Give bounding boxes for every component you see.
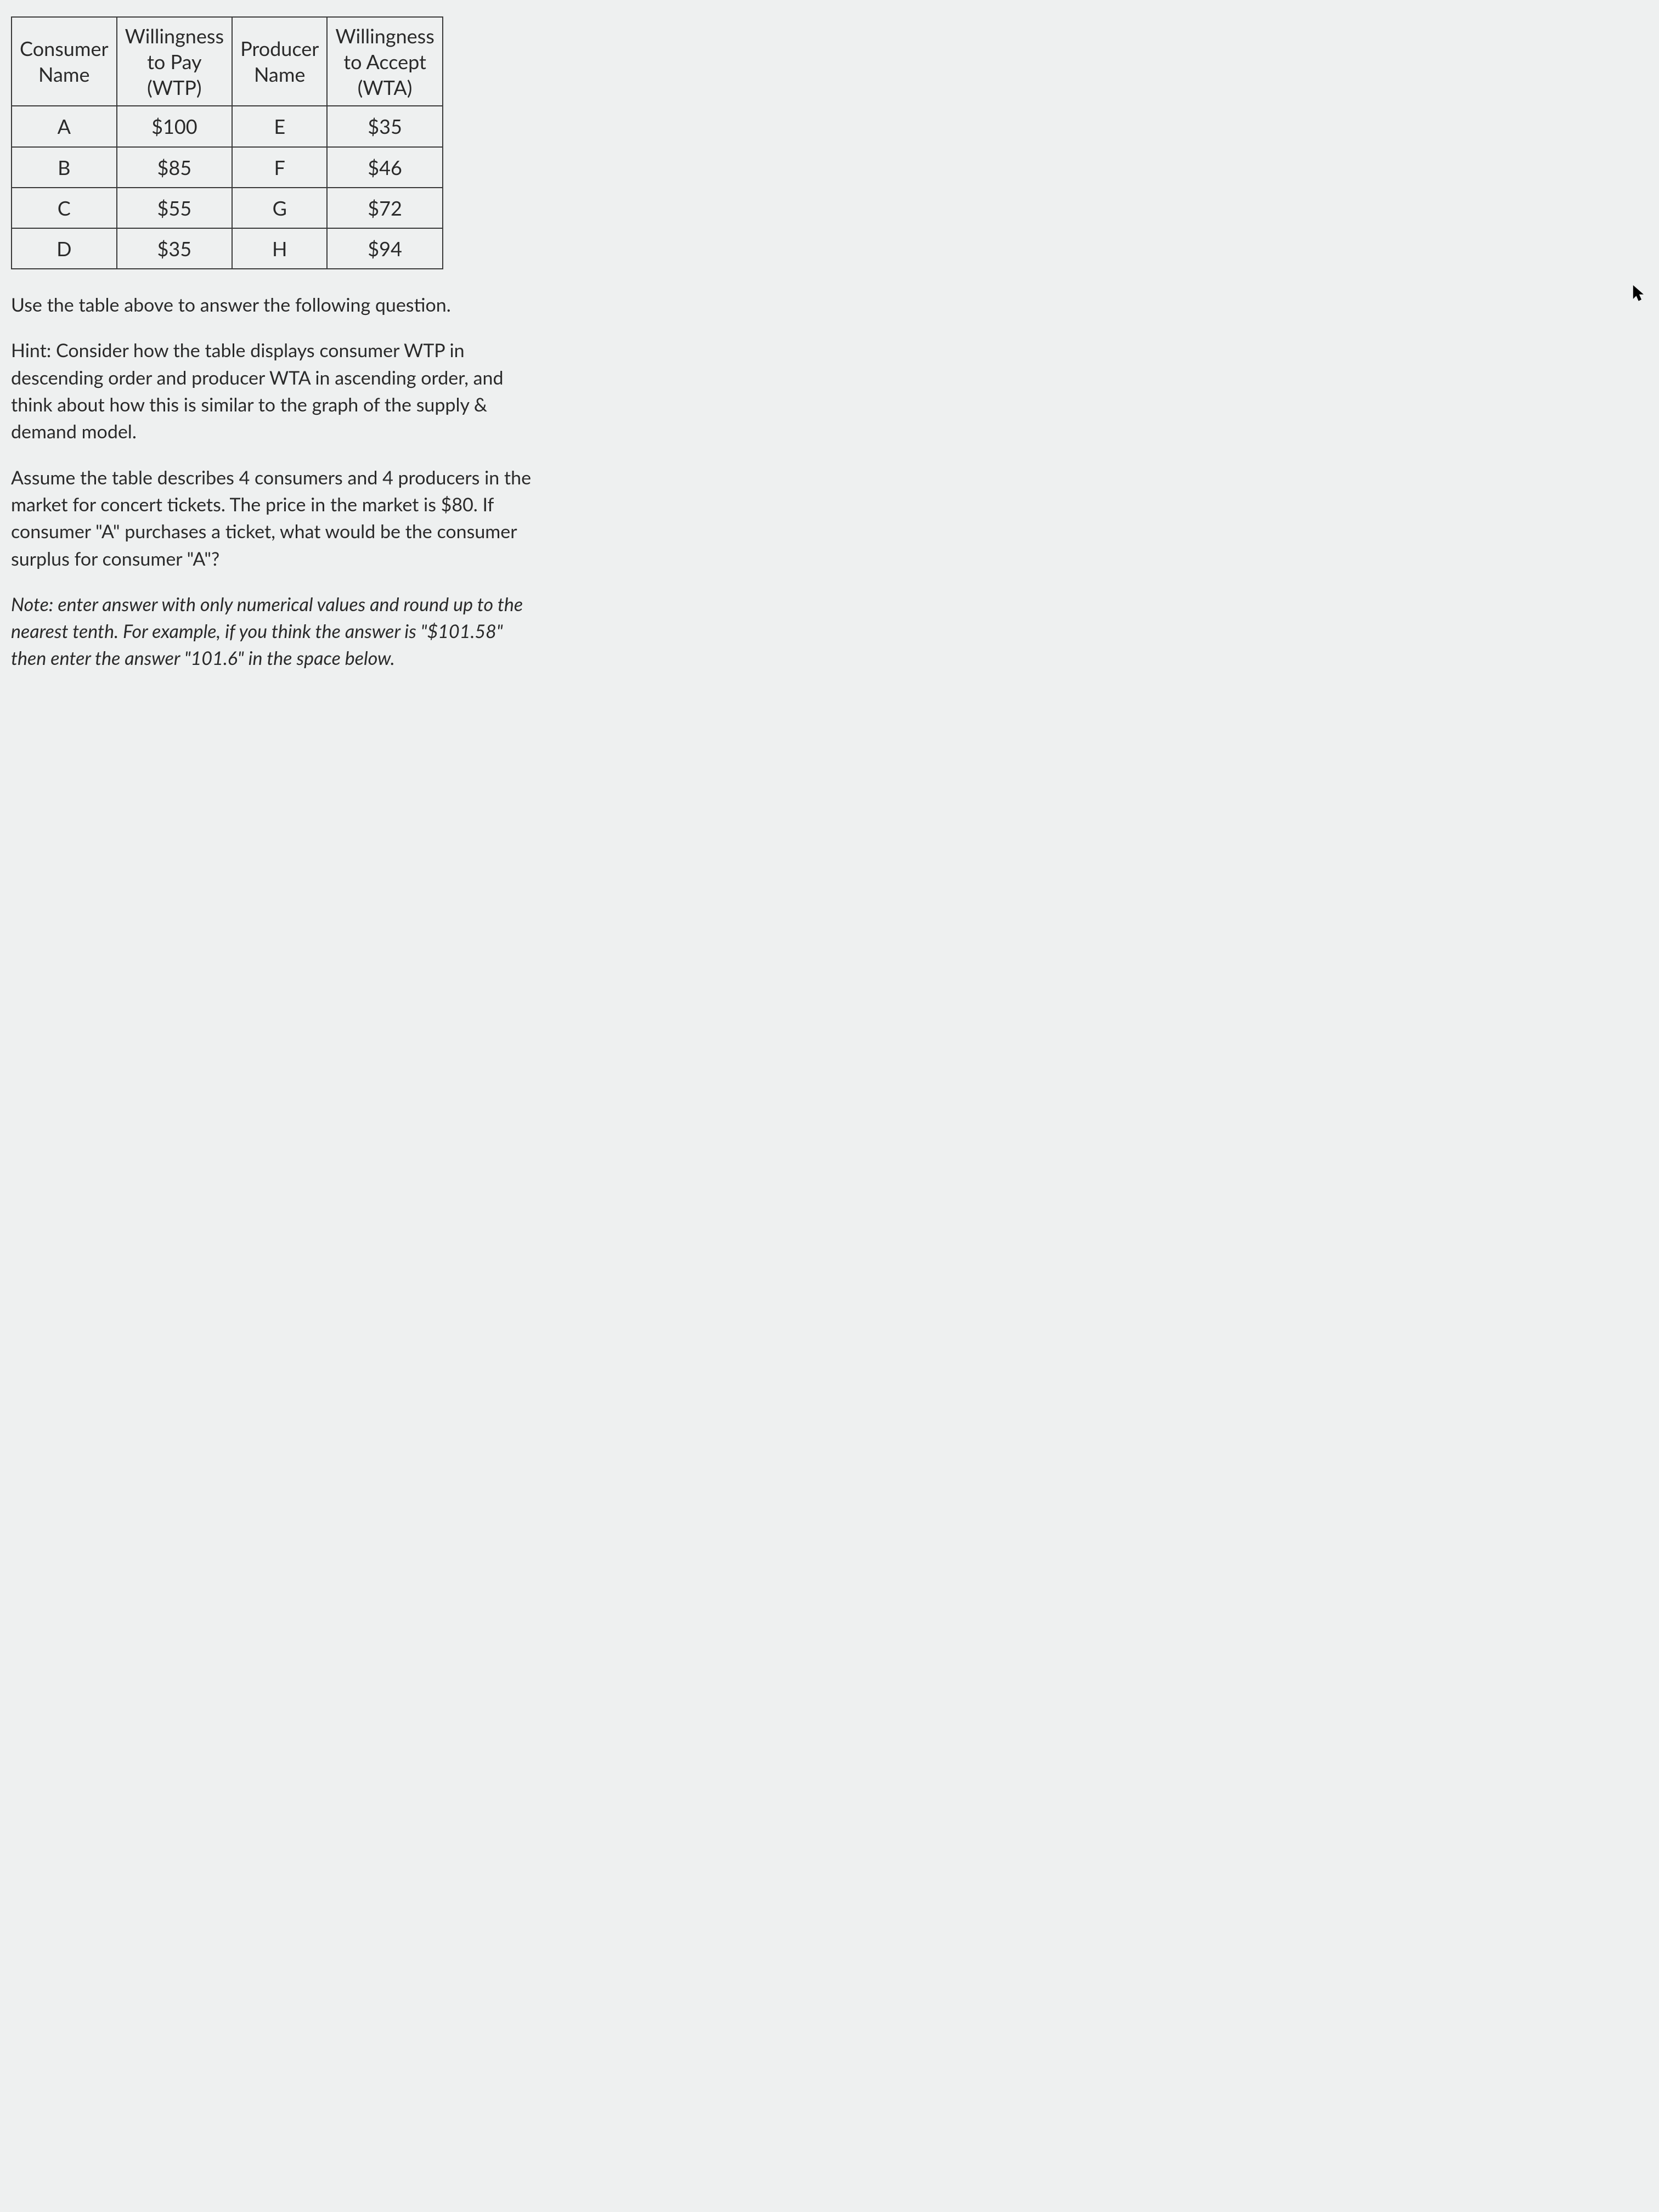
cell: $55 [117,188,233,228]
col-producer-name: Producer Name [232,17,327,106]
cell: $72 [327,188,443,228]
cell: H [232,228,327,269]
header-text: Name [254,62,305,86]
header-text: Consumer [20,36,109,60]
question-container: Consumer Name Willingness to Pay (WTP) P… [11,16,538,672]
cell: C [12,188,117,228]
cell: E [232,106,327,146]
intro-text: Use the table above to answer the follow… [11,291,538,318]
cell: $35 [117,228,233,269]
col-consumer-name: Consumer Name [12,17,117,106]
header-text: (WTP) [147,75,201,99]
header-text: Willingness [335,24,435,48]
cursor-icon [1633,285,1645,302]
question-text: Assume the table describes 4 consumers a… [11,464,538,572]
header-text: (WTA) [358,75,413,99]
col-wta: Willingness to Accept (WTA) [327,17,443,106]
cell: B [12,147,117,188]
table-row: B $85 F $46 [12,147,443,188]
hint-text: Hint: Consider how the table displays co… [11,337,538,445]
table-row: A $100 E $35 [12,106,443,146]
cell: $94 [327,228,443,269]
cell: $85 [117,147,233,188]
header-text: Willingness [125,24,224,48]
header-text: to Accept [343,49,426,74]
header-text: to Pay [147,49,202,74]
cell: $35 [327,106,443,146]
cell: F [232,147,327,188]
cell: G [232,188,327,228]
table-row: C $55 G $72 [12,188,443,228]
table-body: A $100 E $35 B $85 F $46 C $55 G $72 D $… [12,106,443,269]
cell: D [12,228,117,269]
col-wtp: Willingness to Pay (WTP) [117,17,233,106]
note-text: Note: enter answer with only numerical v… [11,591,538,672]
table-row: D $35 H $94 [12,228,443,269]
cell: A [12,106,117,146]
wtp-wta-table: Consumer Name Willingness to Pay (WTP) P… [11,16,443,269]
cell: $46 [327,147,443,188]
header-text: Name [38,62,89,86]
header-text: Producer [240,36,319,60]
cell: $100 [117,106,233,146]
table-header-row: Consumer Name Willingness to Pay (WTP) P… [12,17,443,106]
